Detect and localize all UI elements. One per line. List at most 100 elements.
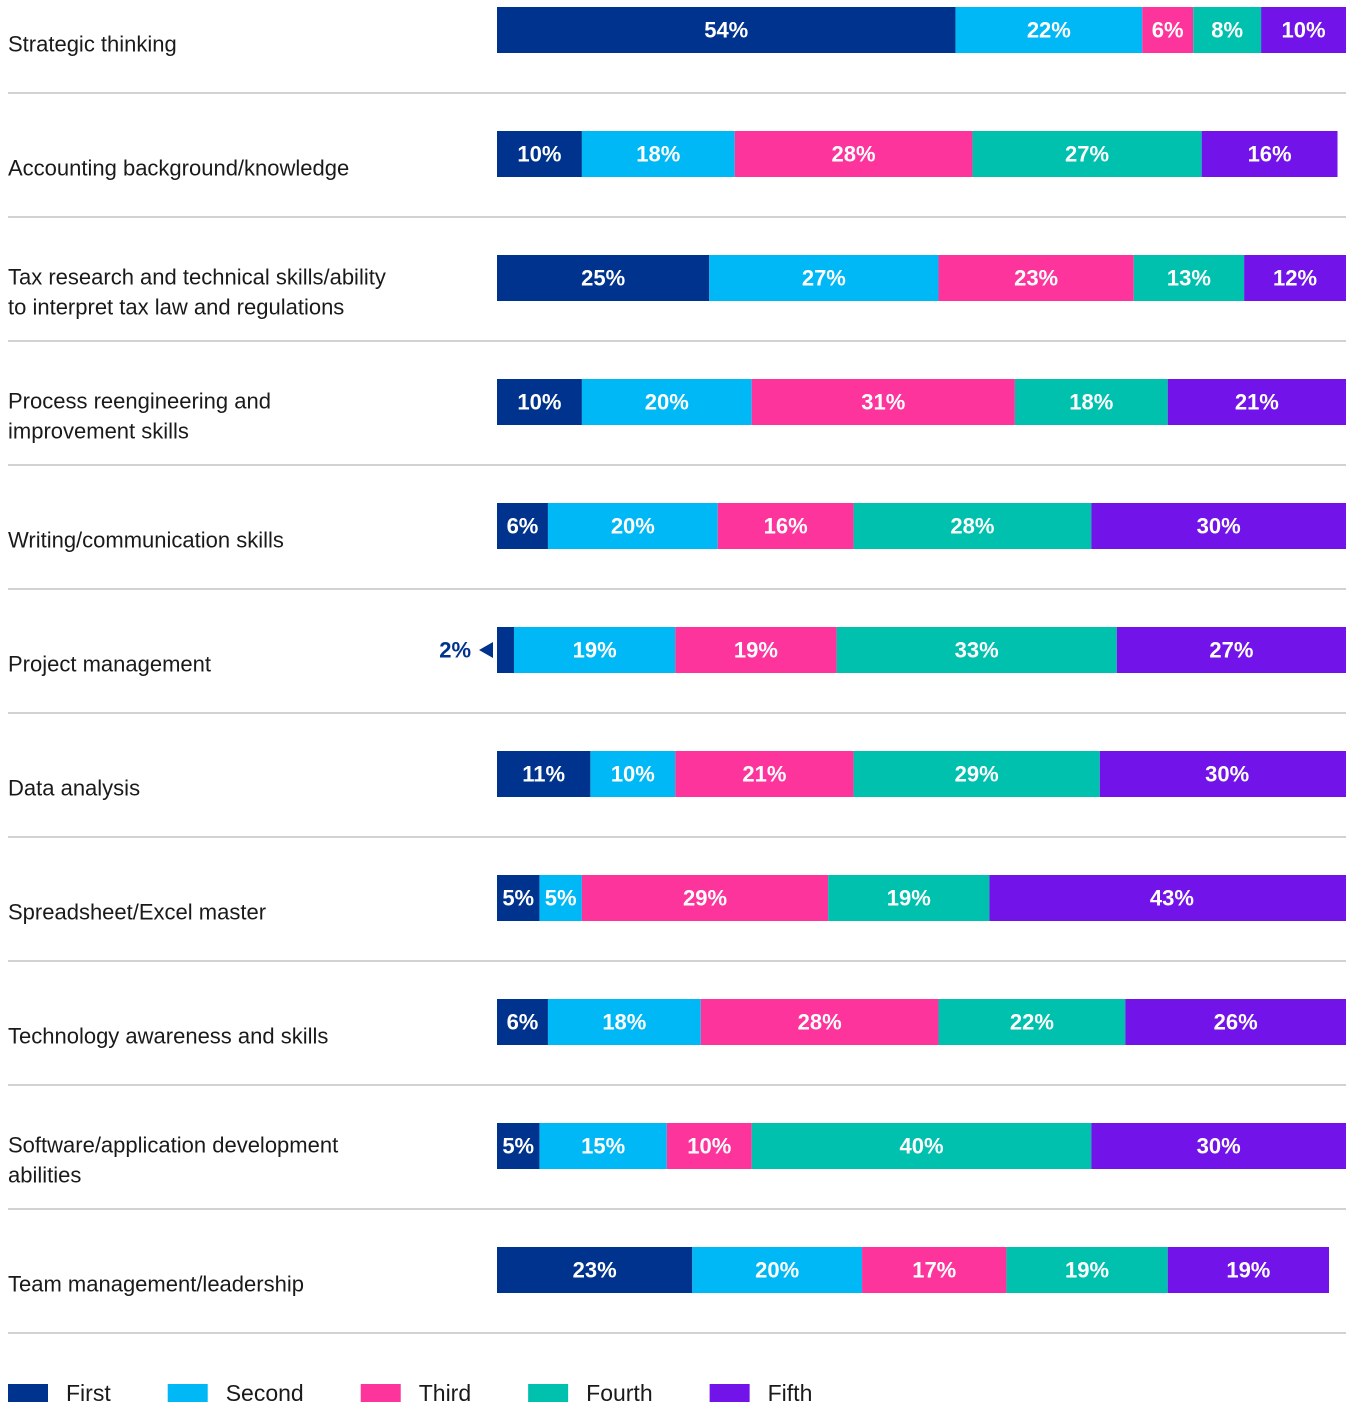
bar-segment <box>1091 1123 1346 1169</box>
value-label: 10% <box>517 390 561 415</box>
bar-segment <box>709 255 939 301</box>
category-label: Tax research and technical skills/abilit… <box>8 265 386 290</box>
bar-segment <box>547 999 701 1045</box>
value-label: 28% <box>950 514 994 539</box>
category-label: Team management/leadership <box>8 1272 304 1297</box>
bar-segment <box>1099 751 1346 797</box>
value-label: 29% <box>955 762 999 787</box>
bar-segment <box>539 1123 667 1169</box>
value-label: 28% <box>798 1010 842 1035</box>
value-label: 15% <box>581 1134 625 1159</box>
legend-swatch <box>8 1384 48 1402</box>
value-label: 26% <box>1214 1010 1258 1035</box>
value-label: 6% <box>507 1010 539 1035</box>
value-label: 2% <box>439 638 471 663</box>
category-label: Data analysis <box>8 776 140 801</box>
value-label: 19% <box>734 638 778 663</box>
bar-segment <box>1133 255 1245 301</box>
value-label: 27% <box>1209 638 1253 663</box>
value-label: 18% <box>602 1010 646 1035</box>
category-label: Software/application development <box>8 1133 338 1158</box>
bar-segment <box>675 751 854 797</box>
category-label: Writing/communication skills <box>8 528 284 553</box>
bar-segment <box>692 1247 863 1293</box>
value-label: 31% <box>861 390 905 415</box>
value-label: 23% <box>1014 266 1058 291</box>
bar-segment <box>497 875 540 921</box>
legend-label: Second <box>226 1380 304 1405</box>
bar-segment <box>666 1123 752 1169</box>
bar-segment <box>1014 379 1168 425</box>
value-label: 16% <box>764 514 808 539</box>
bar-segment <box>497 1247 693 1293</box>
bar-segment <box>1116 627 1346 673</box>
value-label: 27% <box>802 266 846 291</box>
bar-segment <box>700 999 939 1045</box>
category-label: Process reengineering and <box>8 389 271 414</box>
bar-segment <box>497 131 582 177</box>
value-label: 16% <box>1248 142 1292 167</box>
value-label: 28% <box>832 142 876 167</box>
bar-segment <box>836 627 1117 673</box>
value-label: 19% <box>887 886 931 911</box>
category-label: abilities <box>8 1163 81 1188</box>
category-label: improvement skills <box>8 419 189 444</box>
value-label: 5% <box>545 886 577 911</box>
bar-segment <box>1142 7 1194 53</box>
bar-segment <box>497 999 548 1045</box>
bar-segment <box>581 131 735 177</box>
value-label: 12% <box>1273 266 1317 291</box>
value-label: 19% <box>1065 1258 1109 1283</box>
value-label: 29% <box>683 886 727 911</box>
bar-segment <box>497 627 514 673</box>
value-label: 10% <box>611 762 655 787</box>
value-label: 20% <box>645 390 689 415</box>
legend-label: Third <box>419 1380 471 1405</box>
bar-segment <box>581 379 752 425</box>
bar-segment <box>751 1123 1092 1169</box>
bar-segment <box>1091 503 1346 549</box>
bar-segment <box>734 131 973 177</box>
value-label: 21% <box>1235 390 1279 415</box>
category-label: Strategic thinking <box>8 32 177 57</box>
value-label: 19% <box>1226 1258 1270 1283</box>
category-label: Spreadsheet/Excel master <box>8 900 266 925</box>
bar-segment <box>590 751 676 797</box>
value-label: 20% <box>611 514 655 539</box>
bar-segment <box>751 379 1015 425</box>
value-label: 23% <box>573 1258 617 1283</box>
bar-segment <box>972 131 1202 177</box>
value-label: 17% <box>912 1258 956 1283</box>
bar-segment <box>581 875 829 921</box>
bar-segment <box>497 7 956 53</box>
value-label: 11% <box>522 762 565 787</box>
bar-segment <box>955 7 1143 53</box>
category-label: Project management <box>8 652 211 677</box>
value-label: 10% <box>687 1134 731 1159</box>
bar-segment <box>497 503 548 549</box>
value-label: 21% <box>742 762 786 787</box>
value-label: 18% <box>1069 390 1113 415</box>
value-label: 18% <box>636 142 680 167</box>
value-label: 5% <box>502 1134 534 1159</box>
bar-segment <box>938 999 1126 1045</box>
value-label: 5% <box>502 886 534 911</box>
value-label: 19% <box>573 638 617 663</box>
bar-segment <box>853 751 1100 797</box>
legend-swatch <box>360 1384 401 1402</box>
bar-segment <box>989 875 1346 921</box>
bar-segment <box>828 875 990 921</box>
value-label: 13% <box>1167 266 1211 291</box>
bar-segment <box>675 627 837 673</box>
legend-label: Fifth <box>768 1380 813 1405</box>
bar-segment <box>1006 1247 1168 1293</box>
bar-segment <box>1167 379 1346 425</box>
bar-segment <box>547 503 718 549</box>
value-label: 25% <box>581 266 625 291</box>
legend-swatch <box>528 1384 569 1402</box>
legend-label: Fourth <box>586 1380 652 1405</box>
value-label: 10% <box>517 142 561 167</box>
value-label: 20% <box>755 1258 799 1283</box>
value-label: 30% <box>1197 1134 1241 1159</box>
